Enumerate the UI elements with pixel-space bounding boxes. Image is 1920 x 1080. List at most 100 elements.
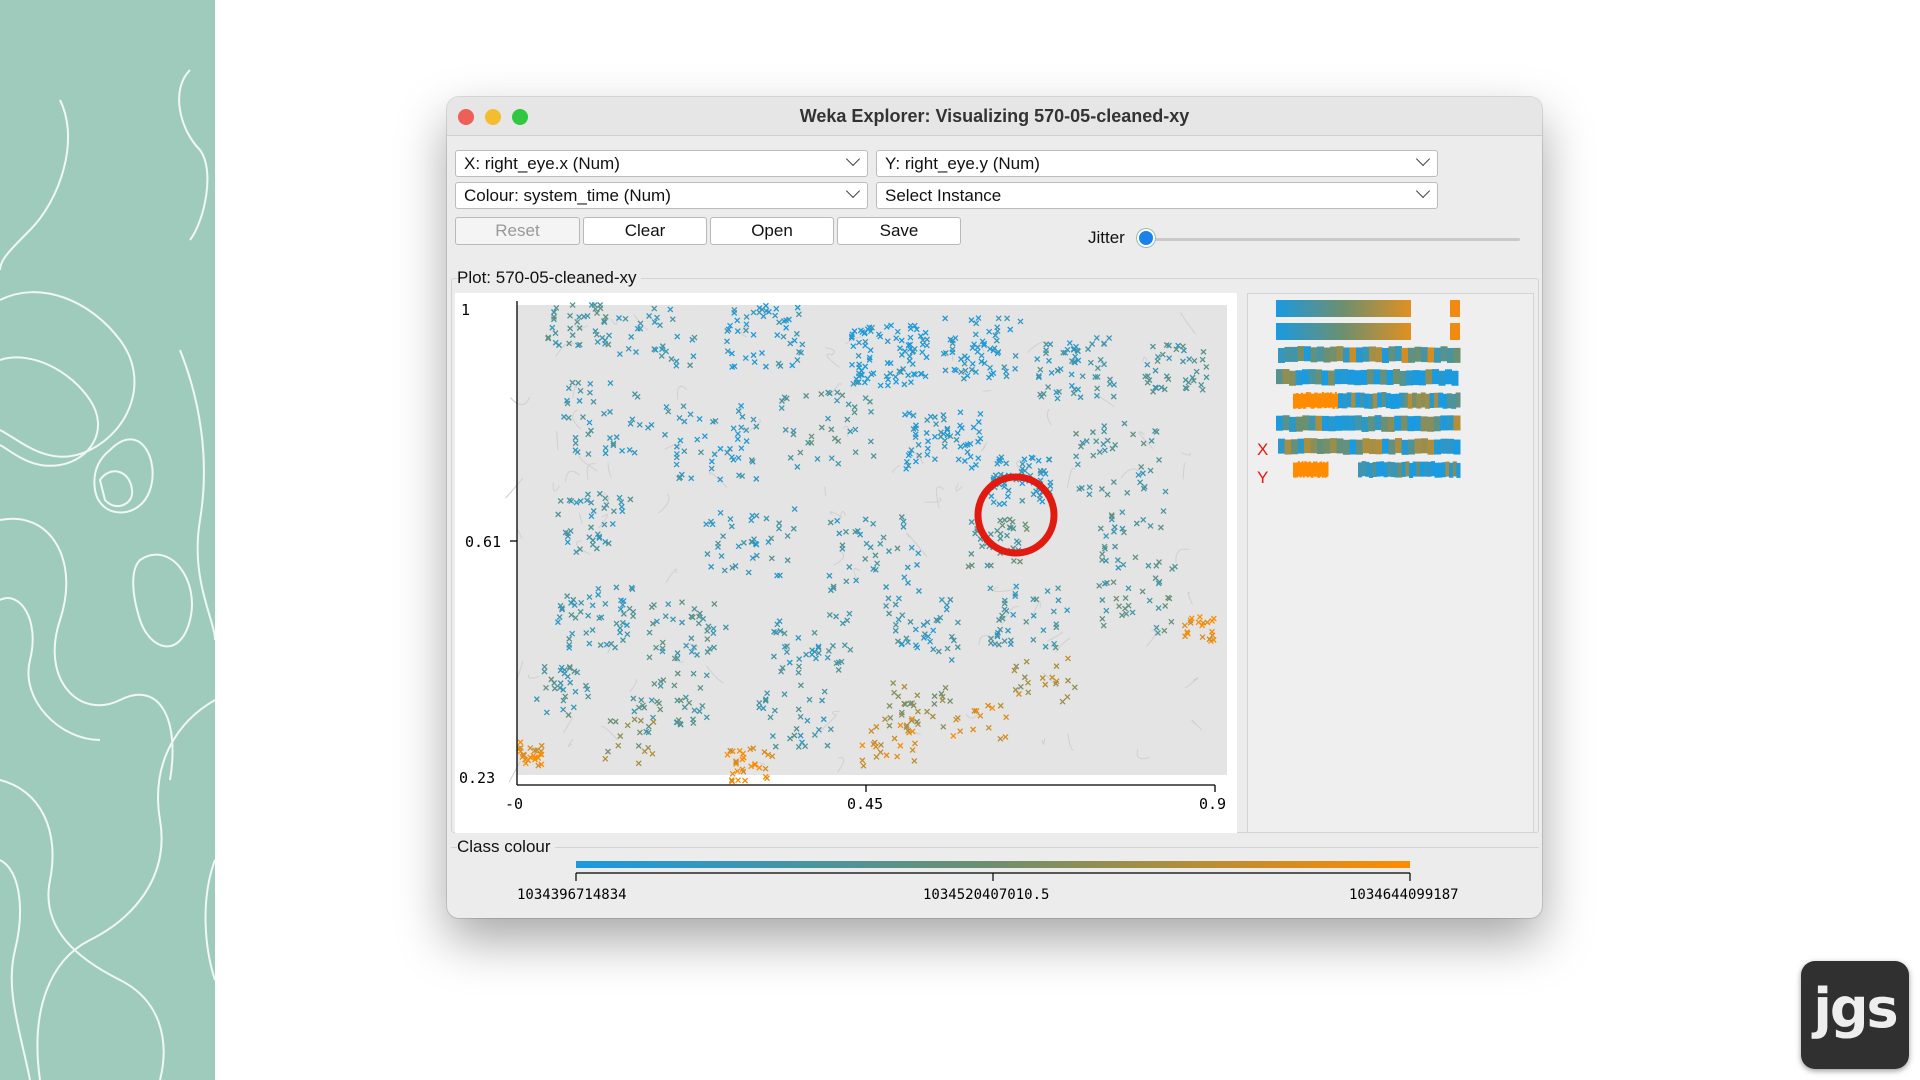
scatter-point: [1180, 358, 1186, 365]
scatter-plot-area[interactable]: 1 0.61 0.23 -0 0.45 0.9: [455, 293, 1237, 833]
scatter-point: [797, 732, 804, 739]
attribute-bar-segment: [1323, 438, 1331, 454]
scatter-point: [567, 312, 573, 319]
attribute-bar-segment: [1446, 393, 1452, 409]
scatter-point: [584, 497, 591, 504]
save-button[interactable]: Save: [837, 217, 961, 245]
minimize-window-button[interactable]: [485, 109, 501, 125]
scatter-point: [908, 544, 915, 551]
scatter-point: [905, 372, 912, 379]
scatter-point: [765, 751, 772, 758]
attribute-bar-segment: [1343, 439, 1350, 455]
colour-select[interactable]: Colour: system_time (Num): [455, 182, 868, 209]
attribute-bar[interactable]: [1276, 300, 1411, 317]
scatter-point: [645, 723, 652, 730]
scatter-point: [743, 313, 750, 320]
scatter-point: [931, 433, 938, 440]
scatter-point: [997, 457, 1004, 464]
attribute-bar-segment: [1320, 461, 1323, 477]
scatter-point: [873, 754, 880, 760]
scatter-point: [1110, 393, 1117, 400]
attribute-bar[interactable]: [1276, 323, 1411, 340]
attribute-bar-segment: [1401, 461, 1406, 477]
x-attribute-marker: X: [1257, 440, 1268, 459]
scatter-point: [924, 336, 931, 343]
scatter-point: [992, 640, 998, 647]
scatter-point: [1044, 588, 1051, 595]
scatter-point: [665, 408, 672, 415]
scatter-point: [985, 702, 992, 709]
scatter-point: [748, 517, 755, 524]
attribute-bar-segment: [1414, 438, 1422, 454]
sketch-line: [1001, 605, 1020, 625]
open-button[interactable]: Open: [710, 217, 834, 245]
scatter-point: [1018, 468, 1025, 475]
x-axis-select[interactable]: X: right_eye.x (Num): [455, 150, 868, 177]
attribute-bar-segment: [1450, 300, 1460, 317]
y-axis-select[interactable]: Y: right_eye.y (Num): [876, 150, 1438, 177]
scatter-point: [1017, 558, 1024, 565]
scatter-point: [947, 596, 954, 603]
clear-button[interactable]: Clear: [583, 217, 707, 245]
scatter-point: [859, 371, 866, 378]
attribute-bar-segment: [1304, 461, 1306, 477]
scatter-point: [568, 498, 575, 504]
scatter-point: [1168, 618, 1175, 625]
attribute-bar-segment: [1368, 393, 1374, 409]
chevron-down-icon: [1415, 183, 1431, 199]
scatter-point: [589, 627, 596, 634]
scatter-point: [556, 342, 562, 349]
scatter-point: [795, 743, 802, 750]
attribute-bar-segment: [1360, 369, 1368, 385]
scatter-point: [1144, 361, 1151, 368]
scatter-point: [696, 415, 703, 422]
scatter-point: [925, 633, 932, 640]
scatter-point: [648, 697, 655, 704]
scatter-point: [765, 308, 772, 315]
sketch-line: [1146, 629, 1157, 647]
scatter-point: [954, 619, 961, 626]
scatter-point: [787, 340, 794, 347]
scatter-point: [920, 634, 927, 641]
scatter-point: [571, 602, 578, 609]
sketch-line: [1032, 601, 1041, 615]
scatter-point: [708, 458, 715, 465]
scatter-point: [1137, 479, 1144, 486]
scatter-point: [1003, 460, 1010, 467]
scatter-point: [851, 404, 858, 411]
attribute-bar-segment: [1390, 462, 1395, 478]
reset-button[interactable]: Reset: [455, 217, 580, 245]
scatter-point: [850, 343, 857, 350]
scatter-point: [907, 346, 913, 353]
sketch-line: [1136, 748, 1151, 760]
scatter-point: [977, 410, 984, 417]
scatter-point: [653, 644, 660, 651]
scatter-point: [969, 360, 976, 367]
sketch-line: [572, 385, 578, 399]
scatter-point: [931, 456, 938, 463]
maximize-window-button[interactable]: [512, 109, 528, 125]
attribute-bar-segment: [1315, 415, 1323, 431]
sketch-line: [1041, 738, 1046, 745]
sketch-line: [906, 532, 928, 557]
close-window-button[interactable]: [458, 109, 474, 125]
jitter-slider-track[interactable]: [1137, 238, 1520, 241]
attribute-bar-segment: [1419, 370, 1426, 386]
scatter-point: [742, 355, 749, 362]
scatter-point: [605, 341, 612, 348]
scatter-point: [975, 315, 982, 322]
sketch-line: [556, 431, 559, 451]
scatter-point: [961, 360, 968, 367]
attribute-bar-segment: [1374, 415, 1382, 431]
scatter-point: [1087, 359, 1094, 366]
select-instance-value: Select Instance: [885, 186, 1002, 205]
attribute-bar-segment: [1365, 461, 1370, 477]
attribute-bar-segment: [1316, 462, 1319, 478]
scatter-point: [697, 684, 704, 691]
jitter-slider-knob[interactable]: [1137, 229, 1155, 247]
scatter-point: [997, 735, 1004, 742]
attribute-bar-segment: [1388, 346, 1396, 362]
scatter-point: [762, 696, 769, 703]
scatter-point: [680, 403, 687, 410]
select-instance-dropdown[interactable]: Select Instance: [876, 182, 1438, 209]
